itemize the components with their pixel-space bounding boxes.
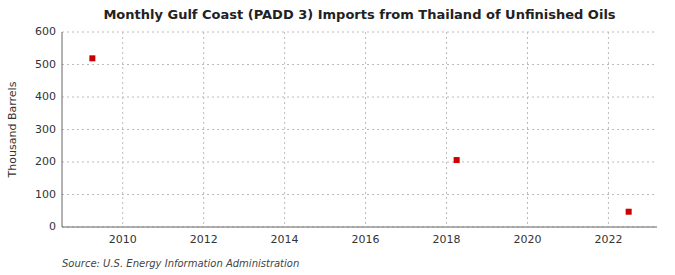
x-tick-label: 2012 xyxy=(190,233,218,246)
y-grid-line xyxy=(62,64,657,65)
data-point xyxy=(626,209,632,215)
grid xyxy=(62,32,657,227)
x-tick-label: 2018 xyxy=(433,233,461,246)
y-grid-line xyxy=(62,227,657,228)
y-tick-label: 600 xyxy=(35,25,56,38)
y-grid-line xyxy=(62,97,657,98)
y-tick-label: 200 xyxy=(35,155,56,168)
y-grid-line xyxy=(62,162,657,163)
x-grid-line xyxy=(527,32,528,227)
x-tick-label: 2020 xyxy=(513,233,541,246)
x-axis-line xyxy=(62,227,657,228)
points xyxy=(89,55,631,214)
y-axis-line xyxy=(62,32,63,227)
x-grid-line xyxy=(122,32,123,227)
y-tick-label: 100 xyxy=(35,188,56,201)
data-point xyxy=(454,157,460,163)
x-tick-label: 2022 xyxy=(594,233,622,246)
y-tick-label: 500 xyxy=(35,58,56,71)
x-grid-line xyxy=(446,32,447,227)
chart-svg: 0 100 200 300 400 500 600 2010 2012 2014 2016 2018 2… xyxy=(0,0,675,275)
plot-background xyxy=(62,32,657,227)
x-grid-line xyxy=(365,32,366,227)
chart-title: Monthly Gulf Coast (PADD 3) Imports from… xyxy=(103,7,615,22)
data-point xyxy=(89,55,95,61)
y-tick-label: 0 xyxy=(49,220,56,233)
x-tick-label: 2016 xyxy=(352,233,380,246)
chart-container: 0 100 200 300 400 500 600 2010 2012 2014 2016 2018 2… xyxy=(0,0,675,275)
y-grid-line xyxy=(62,129,657,130)
y-axis-label: Thousand Barrels xyxy=(6,81,19,178)
x-grid-line xyxy=(608,32,609,227)
x-grid-line xyxy=(203,32,204,227)
y-tick-label: 300 xyxy=(35,123,56,136)
x-tick-label: 2010 xyxy=(109,233,137,246)
source-note: Source: U.S. Energy Information Administ… xyxy=(62,258,299,269)
x-tick-label: 2014 xyxy=(271,233,299,246)
x-grid-line xyxy=(284,32,285,227)
y-grid-line xyxy=(62,194,657,195)
y-grid-line xyxy=(62,32,657,33)
y-tick-label: 400 xyxy=(35,90,56,103)
